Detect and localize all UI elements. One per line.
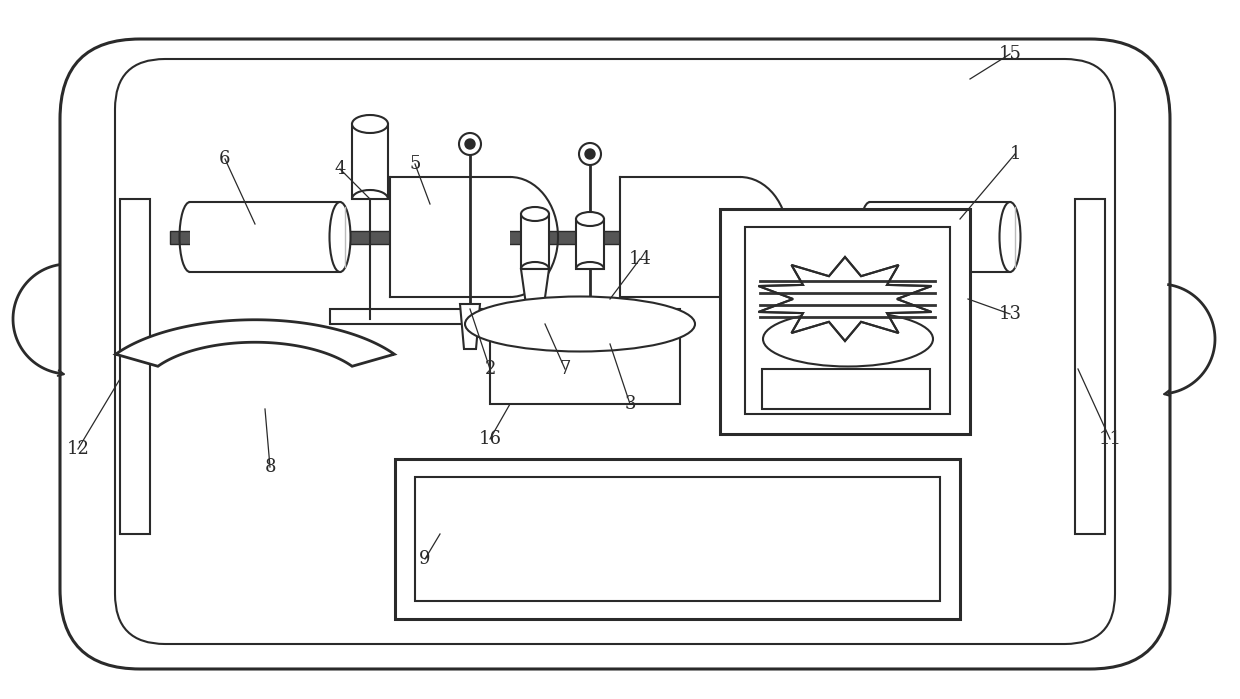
Text: 4: 4 (335, 160, 346, 178)
Polygon shape (620, 309, 680, 324)
Text: 11: 11 (1099, 430, 1121, 448)
Polygon shape (170, 231, 960, 244)
Polygon shape (620, 177, 740, 297)
Text: 7: 7 (559, 360, 570, 378)
Text: 12: 12 (67, 440, 89, 458)
Polygon shape (460, 304, 480, 349)
Polygon shape (1075, 199, 1105, 534)
Ellipse shape (465, 139, 475, 149)
Ellipse shape (585, 149, 595, 159)
Text: 16: 16 (479, 430, 501, 448)
Polygon shape (745, 227, 950, 414)
Polygon shape (120, 199, 150, 534)
Text: 8: 8 (264, 458, 275, 476)
Text: 2: 2 (485, 360, 496, 378)
Ellipse shape (577, 212, 604, 226)
Ellipse shape (465, 296, 694, 352)
FancyBboxPatch shape (60, 39, 1171, 669)
Polygon shape (352, 124, 388, 199)
Polygon shape (870, 202, 1011, 272)
Polygon shape (720, 209, 970, 434)
Text: 3: 3 (624, 395, 636, 413)
Polygon shape (521, 214, 549, 269)
Polygon shape (190, 202, 340, 272)
Ellipse shape (999, 202, 1021, 272)
Polygon shape (577, 219, 604, 269)
Text: 15: 15 (998, 45, 1022, 63)
Text: 1: 1 (1009, 145, 1021, 163)
Text: 14: 14 (629, 250, 651, 268)
Polygon shape (763, 369, 930, 409)
Polygon shape (759, 257, 931, 341)
Ellipse shape (579, 143, 601, 165)
Text: 5: 5 (409, 155, 420, 173)
Polygon shape (415, 477, 940, 601)
Text: 13: 13 (998, 305, 1022, 323)
Text: 6: 6 (219, 150, 231, 168)
Ellipse shape (330, 202, 351, 272)
Polygon shape (391, 177, 510, 297)
Ellipse shape (459, 133, 481, 155)
Polygon shape (521, 269, 549, 319)
Polygon shape (396, 459, 960, 619)
Ellipse shape (352, 115, 388, 133)
Text: 9: 9 (419, 550, 430, 568)
Ellipse shape (763, 312, 932, 366)
Polygon shape (330, 309, 620, 324)
Polygon shape (490, 324, 680, 404)
Polygon shape (115, 319, 394, 366)
Ellipse shape (521, 207, 549, 221)
